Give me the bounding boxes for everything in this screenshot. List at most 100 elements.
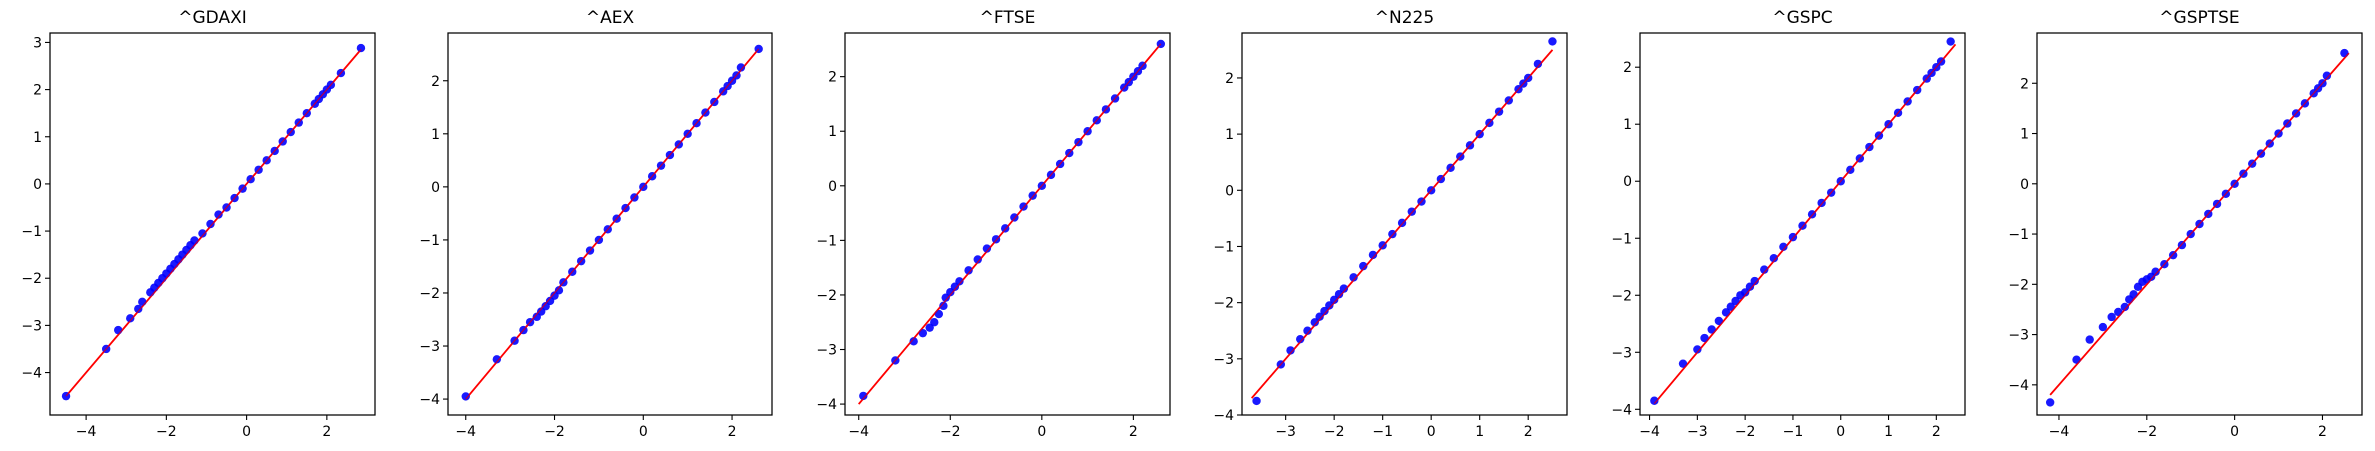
panel-title: ^GSPC [1772, 8, 1832, 28]
data-point [1349, 273, 1358, 282]
data-point [1334, 290, 1344, 299]
y-tick-label: 1 [2020, 127, 2029, 143]
reference-line-overlay [465, 48, 760, 400]
data-point [1339, 284, 1349, 293]
data-point [1740, 288, 1750, 297]
panel-title: ^GSPTSE [2159, 8, 2239, 28]
data-point [114, 325, 123, 335]
data-point [1693, 345, 1702, 354]
x-tick-label: 0 [2230, 424, 2239, 440]
data-point [1359, 261, 1368, 271]
y-tick-label: −3 [419, 339, 440, 355]
x-tick-label: −2 [544, 424, 565, 440]
data-point [356, 43, 366, 53]
y-tick-label: 1 [431, 127, 440, 143]
y-tick-label: −2 [419, 286, 440, 302]
y-tick-label: 2 [33, 83, 42, 99]
data-point [1368, 250, 1378, 260]
y-tick-label: −2 [1611, 288, 1632, 304]
data-point [2045, 398, 2055, 407]
data-point [2322, 71, 2332, 80]
y-tick-label: 1 [1225, 127, 1234, 143]
y-tick-label: 0 [431, 180, 440, 196]
y-tick-label: 0 [1623, 174, 1632, 190]
x-tick-label: 2 [322, 424, 331, 440]
data-point [126, 314, 135, 323]
y-tick-label: −3 [816, 343, 837, 359]
x-tick-label: 2 [1932, 424, 1941, 440]
y-tick-label: −4 [21, 366, 42, 382]
plot-area [1251, 37, 1557, 406]
data-point [934, 309, 944, 319]
y-tick-label: −1 [21, 224, 42, 240]
data-point [909, 337, 918, 346]
y-tick-label: −2 [1213, 296, 1234, 312]
reference-line-overlay [65, 49, 362, 397]
data-point [982, 244, 992, 253]
data-point [554, 286, 564, 295]
y-tick-label: 2 [431, 74, 440, 90]
data-point [198, 229, 207, 238]
axes-frame [447, 32, 773, 416]
data-point [1769, 254, 1779, 263]
x-tick-label: 0 [1037, 424, 1046, 440]
qq-panel: ^GDAXI −4 −2 0 2 −4 −3 −2 −1 0 1 2 3 [21, 8, 376, 440]
data-point [2340, 48, 2349, 58]
x-tick-label: 2 [728, 424, 737, 440]
x-tick-label: 0 [639, 424, 648, 440]
plot-area [858, 39, 1166, 405]
data-point [1533, 59, 1543, 69]
data-point [1707, 325, 1716, 334]
x-tick-label: −4 [1639, 424, 1660, 440]
y-tick-label: 0 [2020, 177, 2029, 193]
data-point [2151, 267, 2160, 276]
data-point [1714, 316, 1724, 326]
x-tick-label: −4 [76, 424, 97, 440]
x-tick-label: −3 [1687, 424, 1708, 440]
qq-panel: ^GSPTSE −4 −2 0 2 −4 −3 −2 −1 0 1 2 [2008, 8, 2363, 440]
y-tick-label: −1 [1611, 231, 1632, 247]
data-point [1700, 333, 1709, 343]
data-point [1745, 282, 1755, 291]
y-tick-label: 2 [2020, 76, 2029, 92]
y-tick-label: 2 [1225, 71, 1234, 87]
x-tick-label: 0 [1427, 424, 1436, 440]
data-point [1325, 301, 1334, 310]
data-point [1946, 37, 1955, 46]
reference-line-overlay [2049, 52, 2350, 396]
data-point [134, 304, 143, 314]
y-tick-label: −3 [2008, 328, 2029, 344]
data-point [2120, 302, 2130, 312]
axes-frame [49, 32, 376, 416]
axes-frame [1241, 32, 1568, 416]
plot-area [461, 44, 763, 401]
data-point [1252, 396, 1261, 406]
axes-frame [2036, 32, 2363, 416]
y-tick-label: −1 [816, 233, 837, 249]
panel-title: ^N225 [1375, 8, 1434, 28]
data-point [461, 392, 470, 401]
y-tick-label: 1 [33, 130, 42, 146]
x-tick-label: −4 [455, 424, 476, 440]
data-point [1548, 37, 1557, 46]
y-tick-label: 0 [33, 177, 42, 193]
x-tick-label: −1 [1783, 424, 1804, 440]
x-tick-label: 2 [1129, 424, 1138, 440]
y-tick-label: −1 [1213, 239, 1234, 255]
data-point [1721, 308, 1731, 317]
y-tick-label: 0 [1225, 183, 1234, 199]
y-tick-label: −4 [1611, 402, 1632, 418]
qq-panel: ^FTSE −4 −2 0 2 −4 −3 −2 −1 0 1 2 [816, 8, 1171, 440]
panel-title: ^FTSE [980, 8, 1036, 28]
data-point [973, 255, 982, 264]
y-tick-label: −4 [2008, 378, 2029, 394]
data-point [1760, 265, 1769, 274]
panel-title: ^GDAXI [178, 8, 247, 28]
data-point [1750, 276, 1759, 286]
data-point [918, 328, 928, 338]
data-point [1303, 326, 1312, 335]
data-point [939, 301, 948, 311]
axes-frame [1639, 32, 1966, 416]
plot-area [1650, 37, 1957, 405]
qq-panel: ^N225 −3 −2 −1 0 1 2 −4 −3 −2 −1 0 1 2 [1213, 8, 1568, 440]
